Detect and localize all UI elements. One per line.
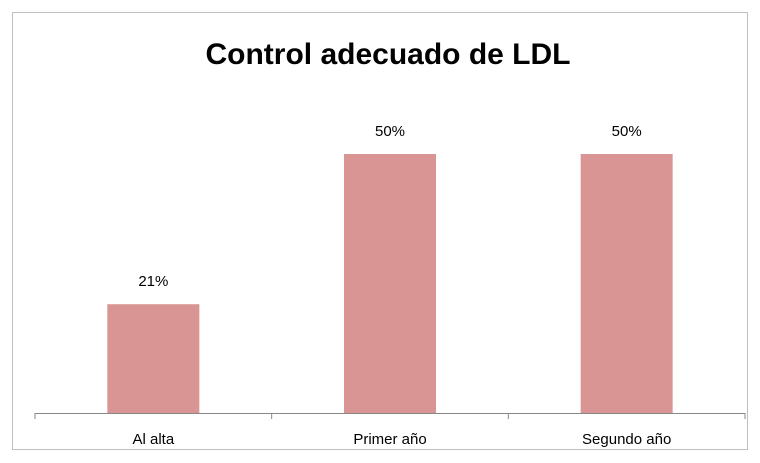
value-label: 21% xyxy=(138,273,168,290)
x-tick-label: Segundo año xyxy=(582,431,671,448)
bar xyxy=(107,304,200,413)
chart-title: Control adecuado de LDL xyxy=(205,38,570,71)
x-tick-label: Al alta xyxy=(132,431,174,448)
x-tick-label: Primer año xyxy=(353,431,426,448)
bar xyxy=(580,154,673,413)
bar xyxy=(344,154,436,413)
value-label: 50% xyxy=(375,123,405,140)
value-label: 50% xyxy=(612,123,642,140)
